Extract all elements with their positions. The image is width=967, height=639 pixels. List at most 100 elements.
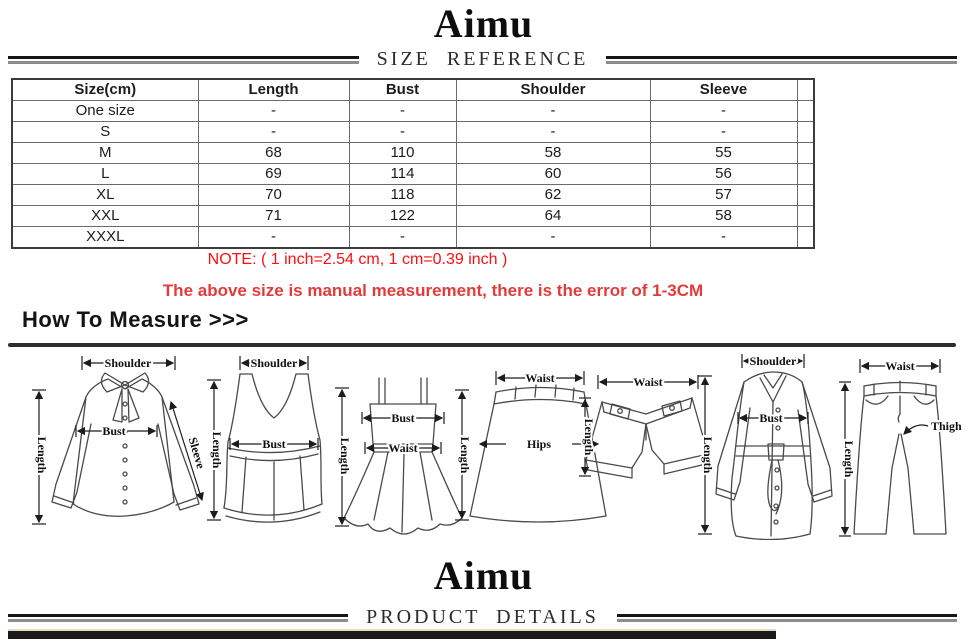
cell-shoulder: 62 <box>455 184 651 206</box>
vest-diagram: Shoulder Length Bust <box>207 354 323 523</box>
cell-sleeve: 55 <box>649 142 798 164</box>
shorts-diagram: Waist Length <box>579 373 709 479</box>
cell-size: L <box>11 163 199 185</box>
table-row: One size - - - - <box>11 100 815 122</box>
coat-diagram: Shoulder Bust Length <box>698 352 833 540</box>
cell-size: XL <box>11 184 199 206</box>
blouse-length-label: Length <box>35 437 49 474</box>
tolerance-note: The above size is manual measurement, th… <box>162 281 704 300</box>
cell-length: - <box>197 100 350 122</box>
cell-bust: 118 <box>348 184 457 206</box>
how-to-measure-title: How To Measure >>> <box>22 307 249 332</box>
cell-bust: - <box>348 226 457 249</box>
coat-illustration <box>715 371 833 540</box>
table-row: XL 70 118 62 57 <box>11 184 815 206</box>
dress-length-label: Length <box>338 438 352 475</box>
shorts-length-label: Length <box>582 419 596 456</box>
cell-empty <box>796 226 815 249</box>
cell-size: S <box>11 121 199 143</box>
double-rule-left <box>8 55 359 64</box>
cell-size: XXXL <box>11 226 199 249</box>
cell-sleeve: 57 <box>649 184 798 206</box>
cell-length: - <box>197 121 350 143</box>
conversion-note: NOTE: ( 1 inch=2.54 cm, 1 cm=0.39 inch ) <box>207 251 508 268</box>
blouse-illustration <box>51 372 200 517</box>
cell-size: One size <box>11 100 199 122</box>
vest-shoulder-label: Shoulder <box>251 356 298 370</box>
pants-diagram: Waist Length Thigh <box>839 357 964 537</box>
cell-length: 70 <box>197 184 350 206</box>
cell-bust: - <box>348 100 457 122</box>
dress-waist-label: Waist <box>388 441 417 455</box>
product-details-title: PRODUCT DETAILS <box>366 606 599 628</box>
skirt-length-label: Length <box>458 437 472 474</box>
pants-length-label: Length <box>842 441 856 478</box>
cell-length: - <box>197 226 350 249</box>
cell-sleeve: - <box>649 226 798 249</box>
cell-size: M <box>11 142 199 164</box>
vest-bust-label: Bust <box>262 437 285 451</box>
skirt-hips-label: Hips <box>527 437 551 451</box>
next-section-edge <box>8 629 776 639</box>
table-row: M 68 110 58 55 <box>11 142 815 164</box>
size-reference-title: SIZE REFERENCE <box>376 48 589 70</box>
cell-sleeve: - <box>649 100 798 122</box>
dress-bust-label: Bust <box>391 411 414 425</box>
cell-sleeve: 58 <box>649 205 798 227</box>
table-header-row: Size(cm) Length Bust Shoulder Sleeve <box>11 78 815 101</box>
cell-shoulder: 64 <box>455 205 651 227</box>
cell-empty <box>796 142 815 164</box>
cell-shoulder: 58 <box>455 142 651 164</box>
column-header-length: Length <box>197 78 350 101</box>
coat-shoulder-label: Shoulder <box>750 354 797 368</box>
pants-illustration <box>853 380 947 535</box>
cell-bust: - <box>348 121 457 143</box>
pants-thigh-label: Thigh <box>931 419 962 433</box>
cell-size: XXL <box>11 205 199 227</box>
size-table: Size(cm) Length Bust Shoulder Sleeve One… <box>11 78 815 249</box>
table-row: XXXL - - - - <box>11 226 815 249</box>
cell-length: 69 <box>197 163 350 185</box>
coat-length-label: Length <box>701 437 715 474</box>
cell-sleeve: - <box>649 121 798 143</box>
cell-shoulder: - <box>455 121 651 143</box>
cell-length: 68 <box>197 142 350 164</box>
cell-empty <box>796 100 815 122</box>
cell-bust: 114 <box>348 163 457 185</box>
cell-shoulder: - <box>455 226 651 249</box>
skirt-diagram: Waist Hips Length <box>455 369 607 523</box>
shorts-waist-label: Waist <box>633 375 662 389</box>
cell-bust: 122 <box>348 205 457 227</box>
table-row: XXL 71 122 64 58 <box>11 205 815 227</box>
cell-empty <box>796 205 815 227</box>
column-header-bust: Bust <box>348 78 457 101</box>
pants-waist-label: Waist <box>885 359 914 373</box>
cell-bust: 110 <box>348 142 457 164</box>
table-row: L 69 114 60 56 <box>11 163 815 185</box>
product-details-heading: PRODUCT DETAILS <box>8 606 957 629</box>
section-divider <box>8 343 956 347</box>
cell-shoulder: - <box>455 100 651 122</box>
dress-diagram: Length Bust Waist <box>335 377 463 535</box>
skirt-waist-label: Waist <box>525 371 554 385</box>
cell-empty <box>796 184 815 206</box>
column-header-size: Size(cm) <box>11 78 199 101</box>
double-rule-left <box>8 613 349 622</box>
double-rule-right <box>606 55 958 64</box>
cell-sleeve: 56 <box>649 163 798 185</box>
blouse-bust-label: Bust <box>102 424 125 438</box>
cell-shoulder: 60 <box>455 163 651 185</box>
brand-logo-top: Aimu <box>433 1 534 46</box>
vest-length-label: Length <box>210 432 224 469</box>
coat-bust-label: Bust <box>759 411 782 425</box>
double-rule-right <box>616 613 957 622</box>
blouse-shoulder-label: Shoulder <box>105 356 152 370</box>
brand-logo-bottom: Aimu <box>433 553 534 598</box>
cell-empty <box>796 163 815 185</box>
size-reference-heading: SIZE REFERENCE <box>8 48 958 71</box>
cell-empty <box>796 121 815 143</box>
column-header-empty <box>796 78 815 101</box>
shorts-illustration <box>585 397 709 479</box>
cell-length: 71 <box>197 205 350 227</box>
